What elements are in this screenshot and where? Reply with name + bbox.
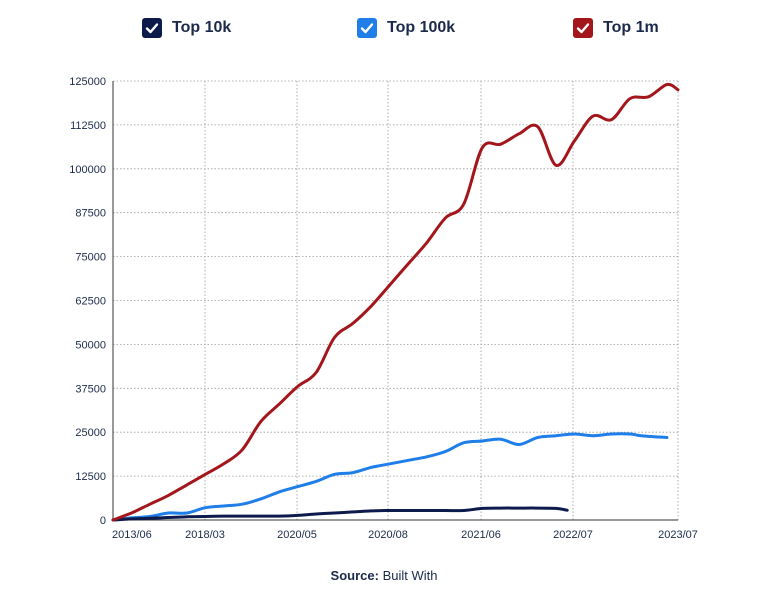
legend-item-top-1m[interactable]: Top 1m — [573, 18, 659, 38]
line-chart: 0 12500 25000 37500 50000 62500 75000 87500 1000… — [69, 76, 698, 541]
x-tick-label: 2022/07 — [553, 529, 593, 541]
checkbox-checked-icon[interactable] — [573, 18, 593, 38]
y-tick-label: 25000 — [75, 427, 106, 439]
series-line-top-100k — [111, 432, 669, 522]
x-tick-label: 2013/06 — [112, 529, 152, 541]
x-tick-label: 2023/07 — [658, 529, 698, 541]
series-line-top-10k — [111, 506, 569, 522]
y-tick-label: 87500 — [75, 208, 106, 220]
y-tick-label: 0 — [100, 515, 106, 527]
y-tick-label: 112500 — [70, 120, 106, 132]
x-tick-label: 2020/08 — [368, 529, 408, 541]
checkbox-checked-icon[interactable] — [142, 18, 162, 38]
source-text: Built With — [382, 568, 438, 583]
source-caption: Source: Built With — [0, 568, 768, 583]
series-line-top-1m — [111, 82, 680, 522]
y-tick-label: 62500 — [75, 296, 106, 308]
legend-label: Top 10k — [172, 19, 232, 36]
legend-label: Top 100k — [387, 19, 456, 36]
y-tick-label: 75000 — [75, 252, 106, 264]
source-prefix: Source: — [330, 568, 379, 583]
y-tick-label: 50000 — [75, 339, 106, 351]
legend-item-top-10k[interactable]: Top 10k — [142, 18, 231, 38]
x-tick-label: 2020/05 — [277, 529, 317, 541]
chart-legend: Top 10k Top 100k Top 1m — [0, 18, 768, 50]
y-tick-label: 100000 — [69, 164, 106, 176]
y-tick-label: 37500 — [75, 383, 106, 395]
checkbox-checked-icon[interactable] — [357, 18, 377, 38]
legend-label: Top 1m — [603, 19, 659, 36]
x-tick-label: 2021/06 — [461, 529, 501, 541]
legend-item-top-100k[interactable]: Top 100k — [357, 18, 455, 38]
y-tick-label: 12500 — [75, 471, 106, 483]
y-tick-label: 125000 — [69, 76, 106, 88]
x-tick-label: 2018/03 — [185, 529, 225, 541]
